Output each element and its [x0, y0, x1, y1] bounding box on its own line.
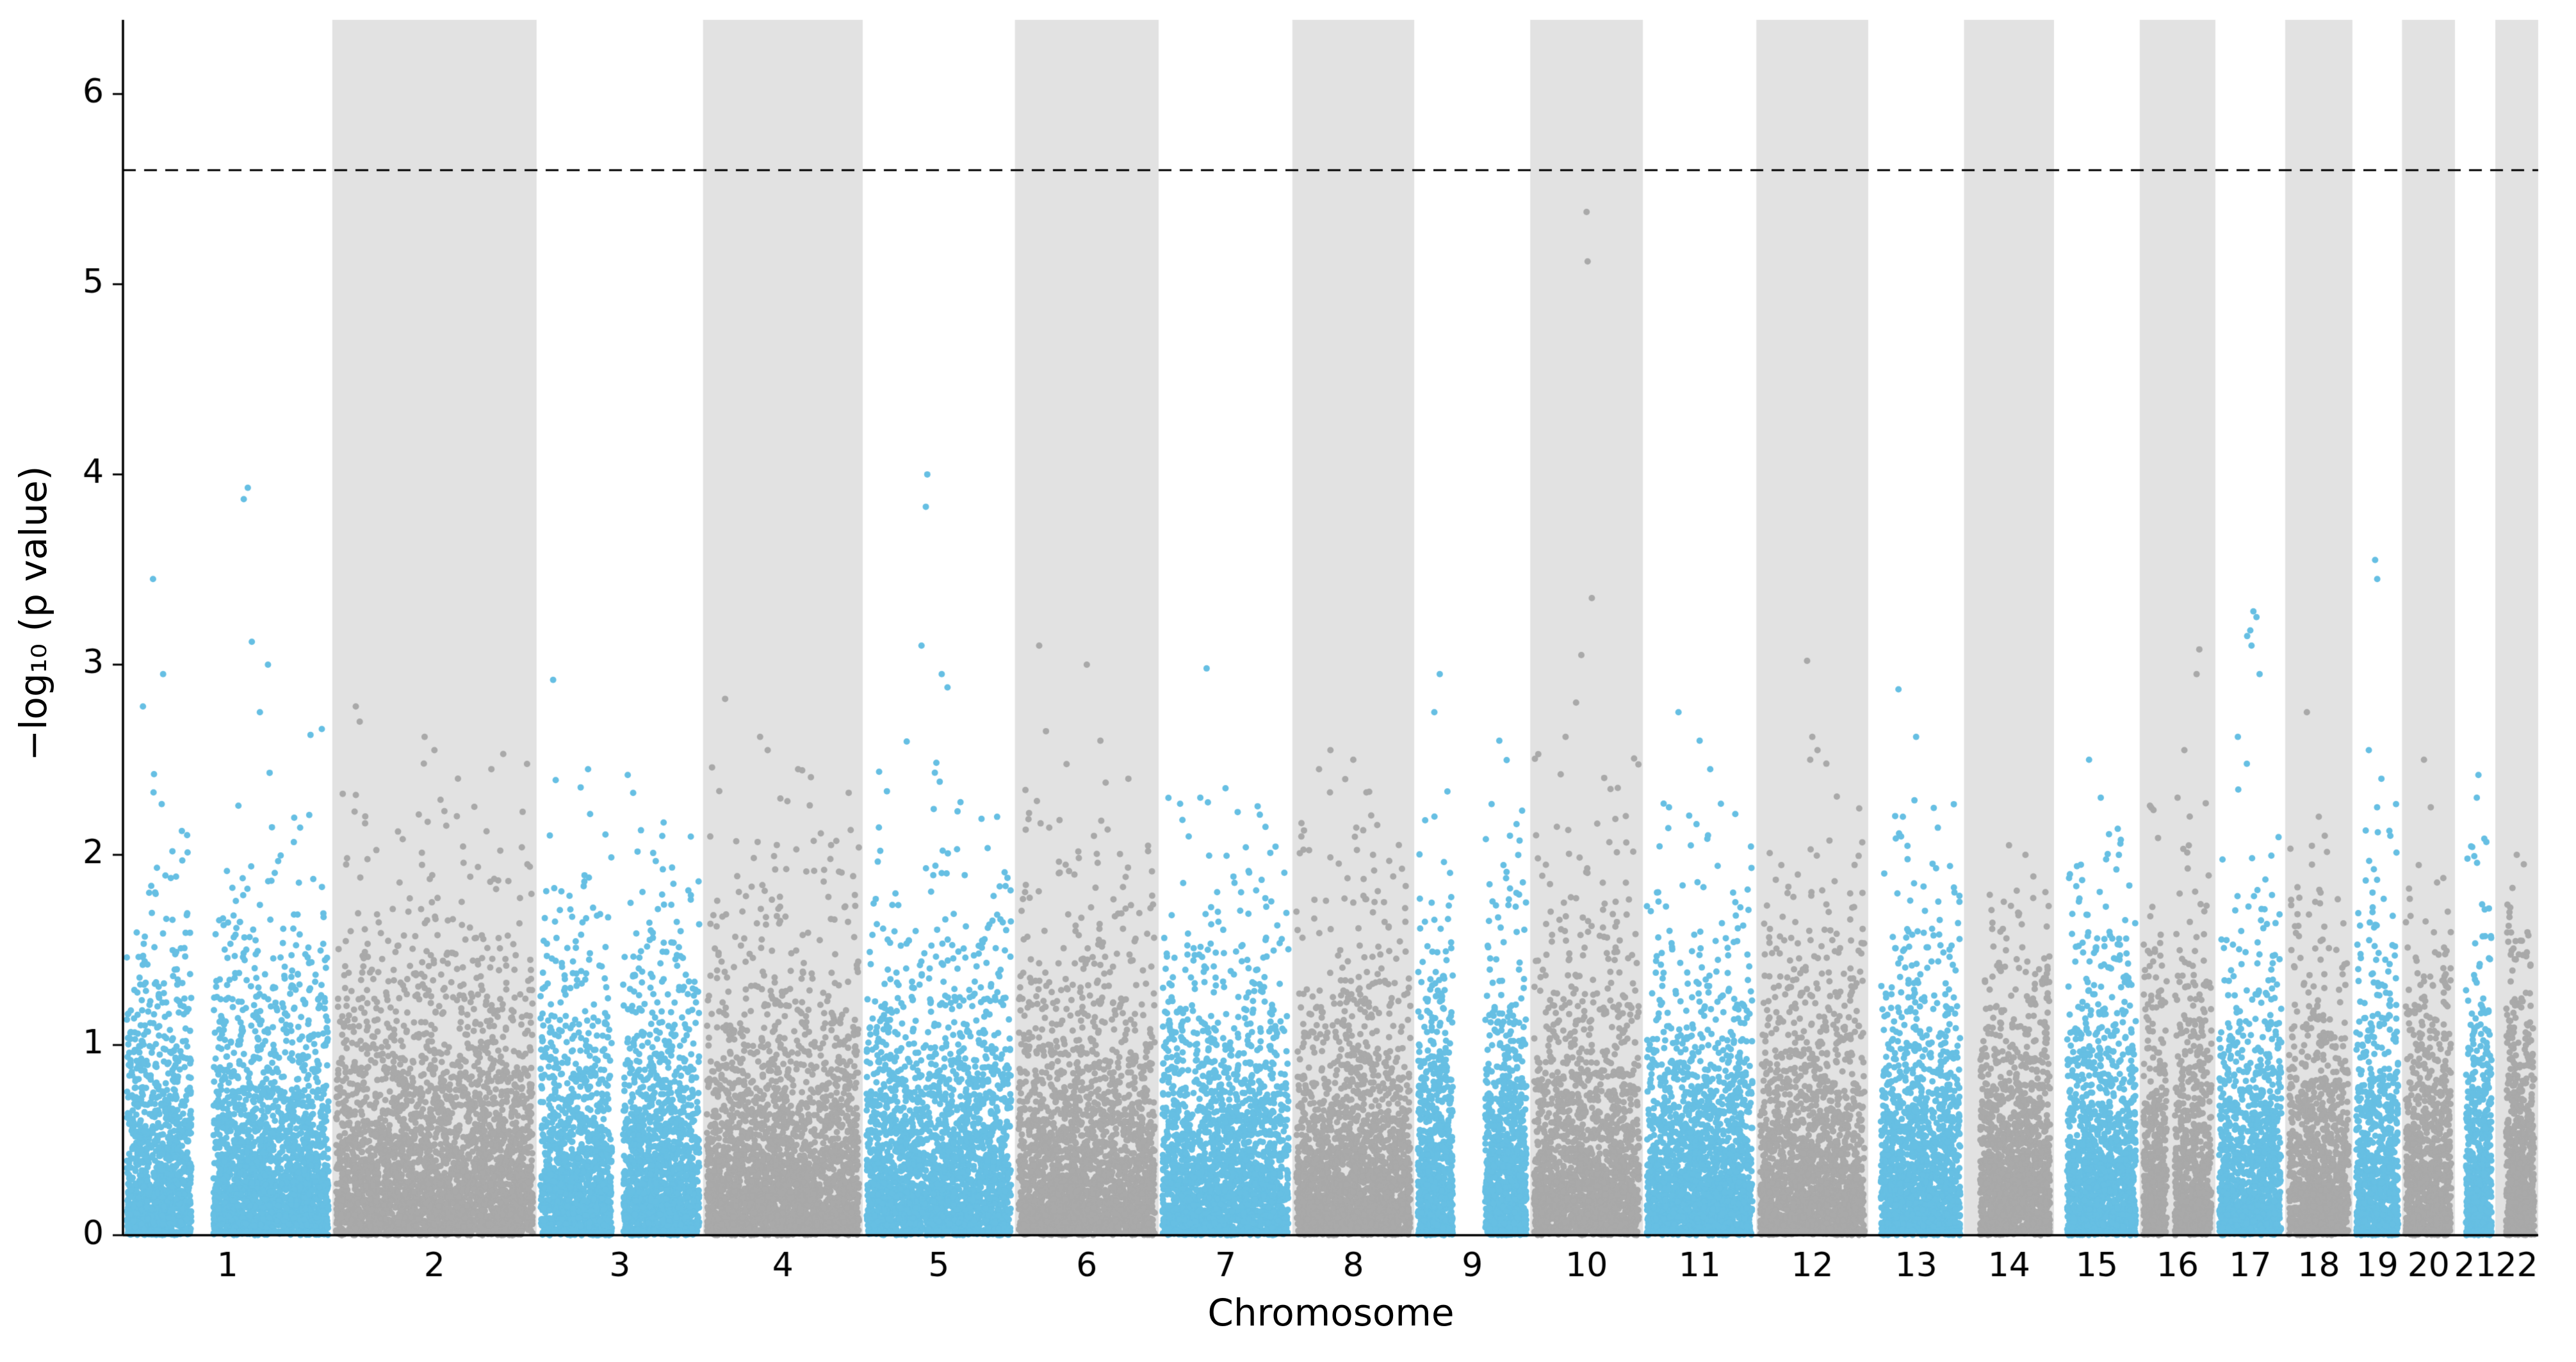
- x-axis-label: Chromosome: [1207, 1291, 1455, 1334]
- y-axis-label: −log₁₀ (p value): [12, 466, 55, 761]
